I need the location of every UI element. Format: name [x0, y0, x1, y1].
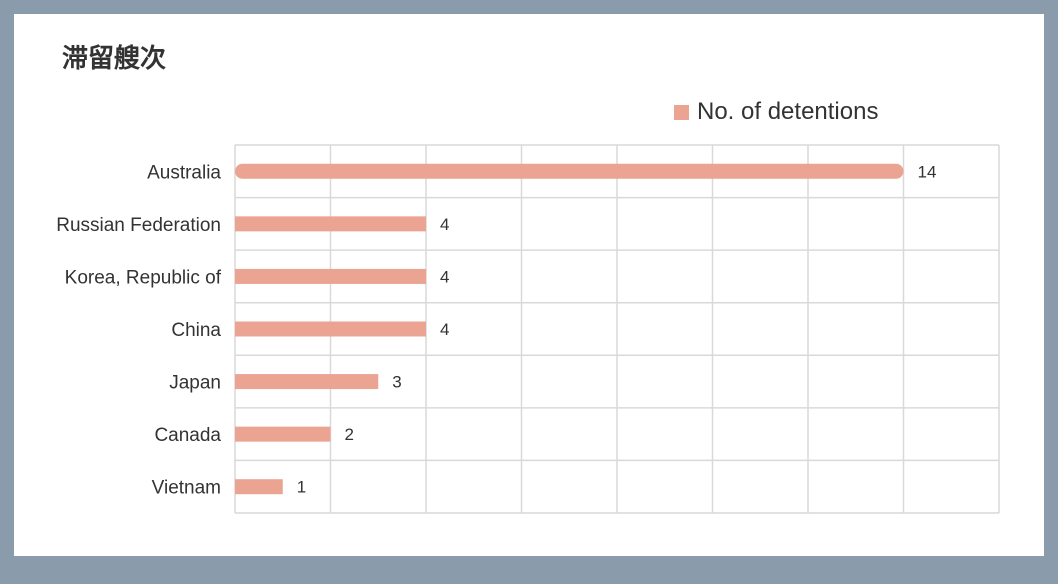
- value-label: 4: [440, 215, 449, 234]
- bar: [235, 163, 904, 179]
- category-label: Canada: [154, 425, 221, 446]
- value-label: 4: [440, 267, 449, 286]
- legend-swatch: [674, 104, 689, 120]
- bar: [235, 426, 331, 442]
- value-label: 4: [440, 320, 449, 339]
- bar: [235, 479, 283, 495]
- category-label: Vietnam: [152, 478, 221, 499]
- value-label: 14: [918, 162, 937, 181]
- chart-card: 滞留艘次 No. of detentions Australia 14 Russia…: [14, 14, 1044, 556]
- chart-title: 滞留艘次: [62, 44, 167, 74]
- bar: [235, 216, 426, 232]
- bar: [235, 321, 426, 337]
- legend-label: No. of detentions: [697, 98, 879, 125]
- chart-legend[interactable]: No. of detentions: [674, 98, 878, 126]
- value-label: 3: [392, 373, 401, 392]
- category-label: Russian Federation: [56, 215, 221, 236]
- category-label: China: [171, 320, 221, 341]
- category-label: Korea, Republic of: [65, 267, 222, 288]
- value-label: 2: [345, 425, 354, 444]
- category-label: Australia: [147, 162, 221, 183]
- bar: [235, 374, 379, 390]
- category-label: Japan: [169, 373, 221, 394]
- value-label: 1: [297, 478, 306, 497]
- bar: [235, 268, 426, 284]
